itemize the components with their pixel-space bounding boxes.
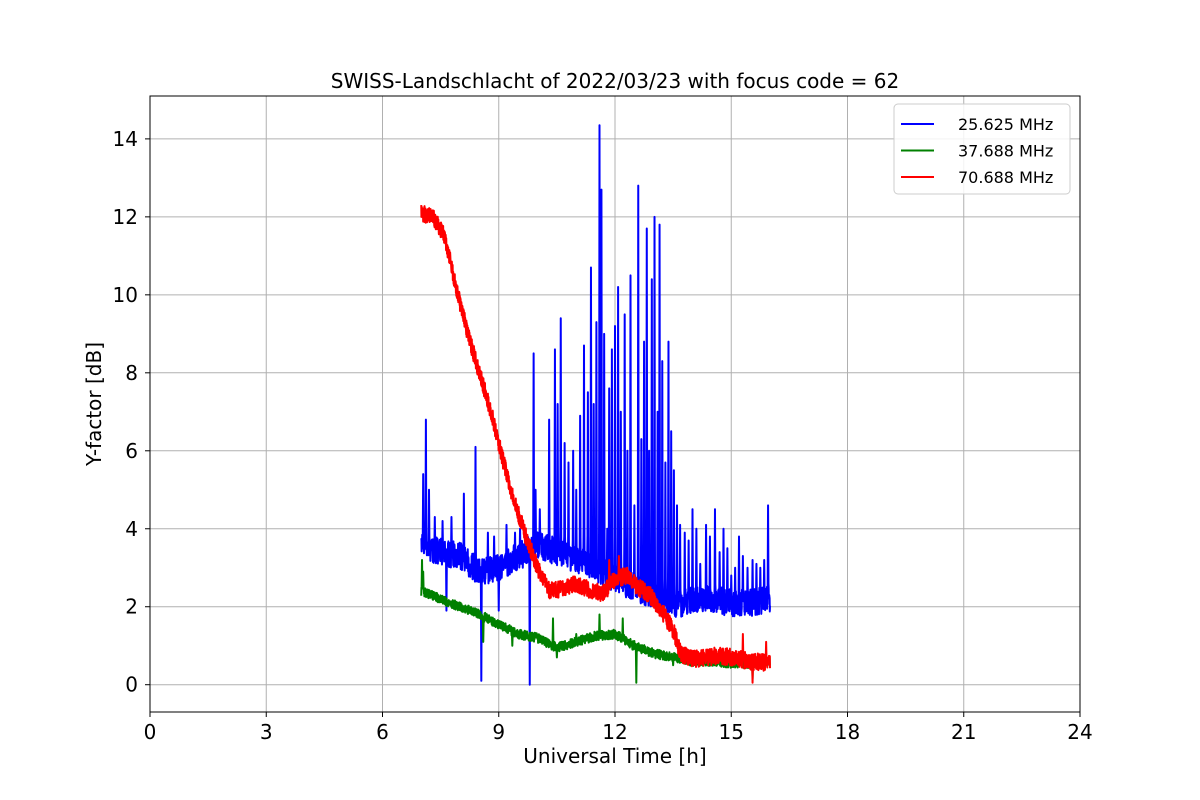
chart-title: SWISS-Landschlacht of 2022/03/23 with fo…: [331, 69, 899, 93]
x-tick-label: 0: [144, 720, 157, 744]
series-line-2: [420, 205, 771, 684]
x-axis-label: Universal Time [h]: [523, 744, 706, 768]
x-tick-label: 6: [376, 720, 389, 744]
x-tick-label: 15: [719, 720, 744, 744]
y-tick-label: 2: [125, 595, 138, 619]
y-axis: 0 2 4 6 8 10 12 14: [113, 127, 150, 697]
series-line-0: [420, 124, 771, 686]
x-axis: 0 3 6 9 12 15 18 21 24: [144, 712, 1093, 744]
y-tick-label: 4: [125, 517, 138, 541]
x-tick-label: 3: [260, 720, 273, 744]
y-tick-label: 14: [113, 127, 138, 151]
x-tick-label: 24: [1067, 720, 1092, 744]
y-axis-label: Y-factor [dB]: [82, 342, 106, 467]
x-tick-label: 18: [835, 720, 860, 744]
y-tick-label: 0: [125, 673, 138, 697]
plot-area: [420, 124, 771, 686]
x-tick-label: 21: [951, 720, 976, 744]
x-tick-label: 12: [602, 720, 627, 744]
y-tick-label: 8: [125, 361, 138, 385]
legend: 25.625 MHz 37.688 MHz 70.688 MHz: [893, 103, 1071, 195]
x-tick-label: 9: [492, 720, 505, 744]
y-tick-label: 6: [125, 439, 138, 463]
y-tick-label: 10: [113, 283, 138, 307]
y-tick-label: 12: [113, 205, 138, 229]
legend-box: [893, 103, 1071, 195]
legend-label: 25.625 MHz: [958, 115, 1053, 134]
legend-label: 37.688 MHz: [958, 142, 1053, 161]
legend-label: 70.688 MHz: [958, 168, 1053, 187]
